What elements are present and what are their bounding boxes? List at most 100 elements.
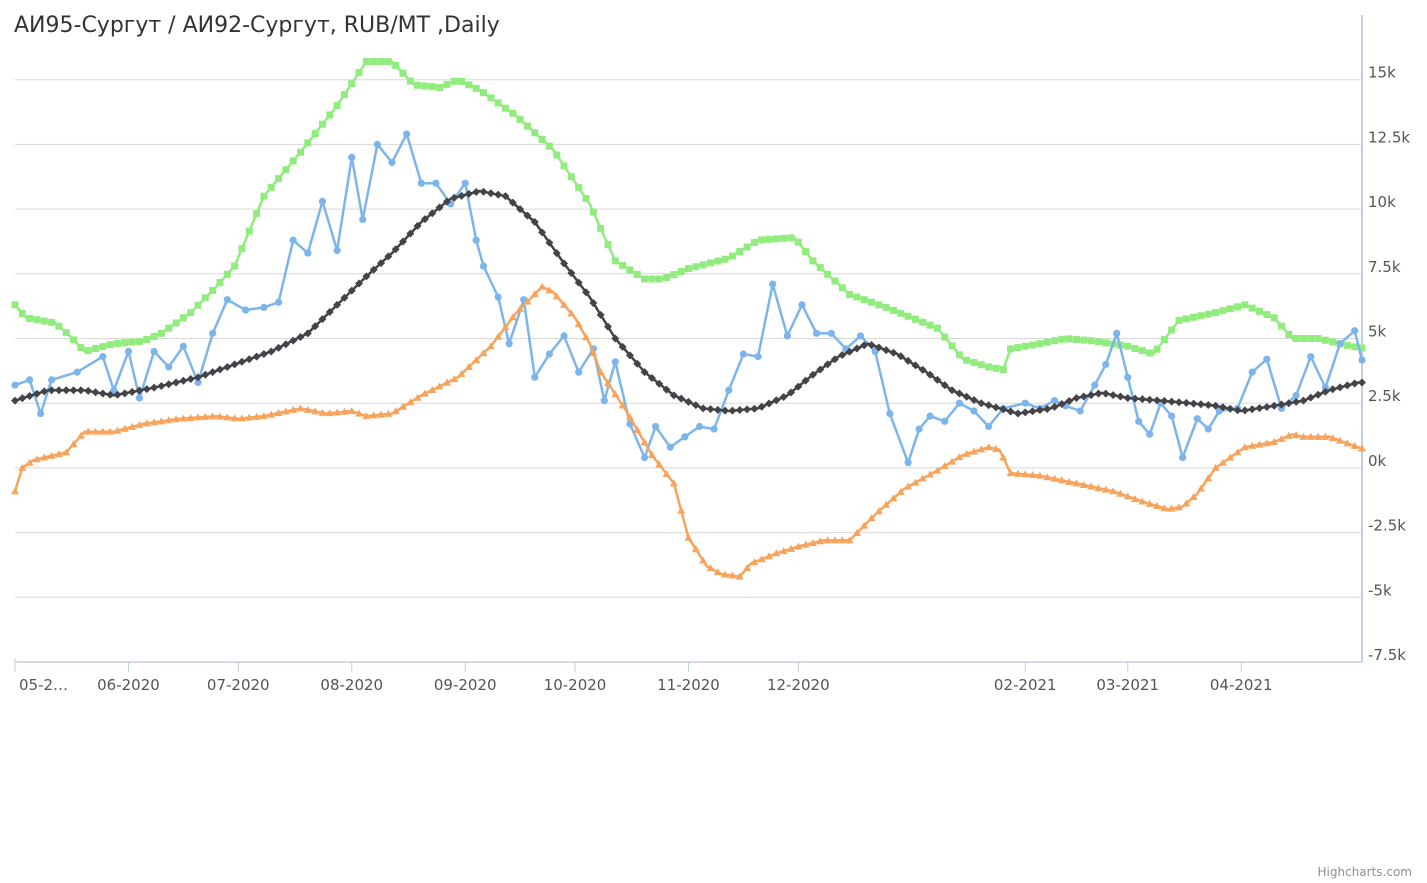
data-point[interactable] (735, 572, 744, 580)
data-point[interactable] (970, 359, 978, 367)
data-point[interactable] (1292, 335, 1300, 342)
data-point[interactable] (1189, 493, 1198, 501)
data-point[interactable] (223, 413, 232, 421)
data-point[interactable] (904, 459, 912, 467)
data-point[interactable] (669, 479, 678, 487)
data-point[interactable] (933, 466, 942, 474)
data-point[interactable] (830, 536, 839, 544)
data-point[interactable] (281, 407, 290, 415)
data-point[interactable] (391, 407, 400, 415)
data-point[interactable] (275, 175, 283, 183)
data-point[interactable] (765, 235, 773, 243)
data-point[interactable] (1292, 397, 1301, 406)
data-point[interactable] (165, 324, 173, 332)
data-point[interactable] (494, 190, 503, 199)
data-point[interactable] (830, 355, 839, 364)
data-point[interactable] (779, 393, 788, 402)
data-point[interactable] (1131, 494, 1140, 502)
data-point[interactable] (92, 345, 100, 353)
data-point[interactable] (465, 81, 473, 89)
data-point[interactable] (245, 355, 254, 364)
data-point[interactable] (1050, 474, 1059, 482)
data-point[interactable] (1255, 440, 1264, 448)
data-point[interactable] (157, 417, 166, 425)
data-point[interactable] (179, 414, 188, 422)
data-point[interactable] (1021, 342, 1029, 350)
data-point[interactable] (1284, 431, 1293, 439)
data-point[interactable] (48, 376, 56, 384)
data-point[interactable] (113, 390, 122, 399)
data-point[interactable] (618, 401, 627, 409)
data-point[interactable] (1270, 314, 1278, 322)
data-point[interactable] (1270, 438, 1279, 446)
data-point[interactable] (432, 179, 440, 187)
data-point[interactable] (464, 189, 473, 198)
data-point[interactable] (150, 418, 159, 426)
data-point[interactable] (69, 440, 78, 448)
data-point[interactable] (179, 376, 188, 385)
data-point[interactable] (128, 338, 136, 346)
data-point[interactable] (55, 322, 63, 330)
data-point[interactable] (505, 340, 513, 348)
data-point[interactable] (560, 332, 568, 340)
data-point[interactable] (808, 538, 817, 546)
data-point[interactable] (743, 405, 752, 414)
data-point[interactable] (1007, 345, 1015, 353)
data-point[interactable] (633, 359, 642, 368)
data-point[interactable] (750, 238, 758, 246)
data-point[interactable] (347, 406, 356, 414)
data-point[interactable] (1058, 335, 1066, 343)
data-point[interactable] (904, 482, 913, 490)
data-point[interactable] (487, 94, 495, 102)
data-point[interactable] (1314, 335, 1322, 342)
data-point[interactable] (1358, 356, 1366, 364)
data-point[interactable] (991, 444, 1000, 452)
data-point[interactable] (739, 350, 748, 358)
data-point[interactable] (311, 407, 320, 415)
data-point[interactable] (1174, 398, 1183, 407)
data-point[interactable] (91, 388, 100, 397)
data-point[interactable] (1241, 301, 1249, 309)
data-point[interactable] (150, 347, 158, 356)
data-point[interactable] (398, 237, 407, 246)
data-point[interactable] (479, 262, 488, 270)
data-point[interactable] (1135, 417, 1143, 425)
data-point[interactable] (794, 542, 803, 550)
data-point[interactable] (194, 413, 203, 421)
data-point[interactable] (1329, 338, 1337, 346)
data-point[interactable] (721, 570, 730, 578)
data-point[interactable] (1211, 401, 1220, 410)
data-point[interactable] (582, 333, 591, 341)
data-point[interactable] (611, 358, 619, 366)
data-point[interactable] (369, 265, 378, 274)
data-point[interactable] (509, 109, 517, 117)
data-point[interactable] (120, 424, 129, 432)
data-point[interactable] (1211, 463, 1220, 471)
data-point[interactable] (860, 341, 869, 350)
data-point[interactable] (1358, 344, 1366, 352)
data-point[interactable] (110, 386, 118, 394)
data-point[interactable] (655, 275, 663, 283)
data-point[interactable] (267, 183, 275, 191)
data-point[interactable] (1204, 310, 1212, 318)
data-point[interactable] (472, 84, 480, 92)
data-point[interactable] (640, 453, 649, 462)
data-point[interactable] (955, 453, 964, 461)
data-point[interactable] (1256, 307, 1264, 315)
data-point[interactable] (230, 360, 239, 369)
data-point[interactable] (721, 406, 730, 415)
data-point[interactable] (47, 386, 56, 395)
data-point[interactable] (603, 322, 612, 331)
data-point[interactable] (54, 450, 63, 458)
series-line[interactable] (13, 285, 1363, 578)
data-point[interactable] (1109, 391, 1118, 400)
data-point[interactable] (48, 318, 56, 326)
data-point[interactable] (179, 342, 187, 350)
data-point[interactable] (926, 321, 934, 329)
data-point[interactable] (304, 139, 312, 147)
data-point[interactable] (457, 191, 466, 200)
data-point[interactable] (362, 272, 371, 281)
data-point[interactable] (348, 153, 356, 161)
data-point[interactable] (1292, 391, 1300, 400)
data-point[interactable] (1197, 312, 1205, 320)
